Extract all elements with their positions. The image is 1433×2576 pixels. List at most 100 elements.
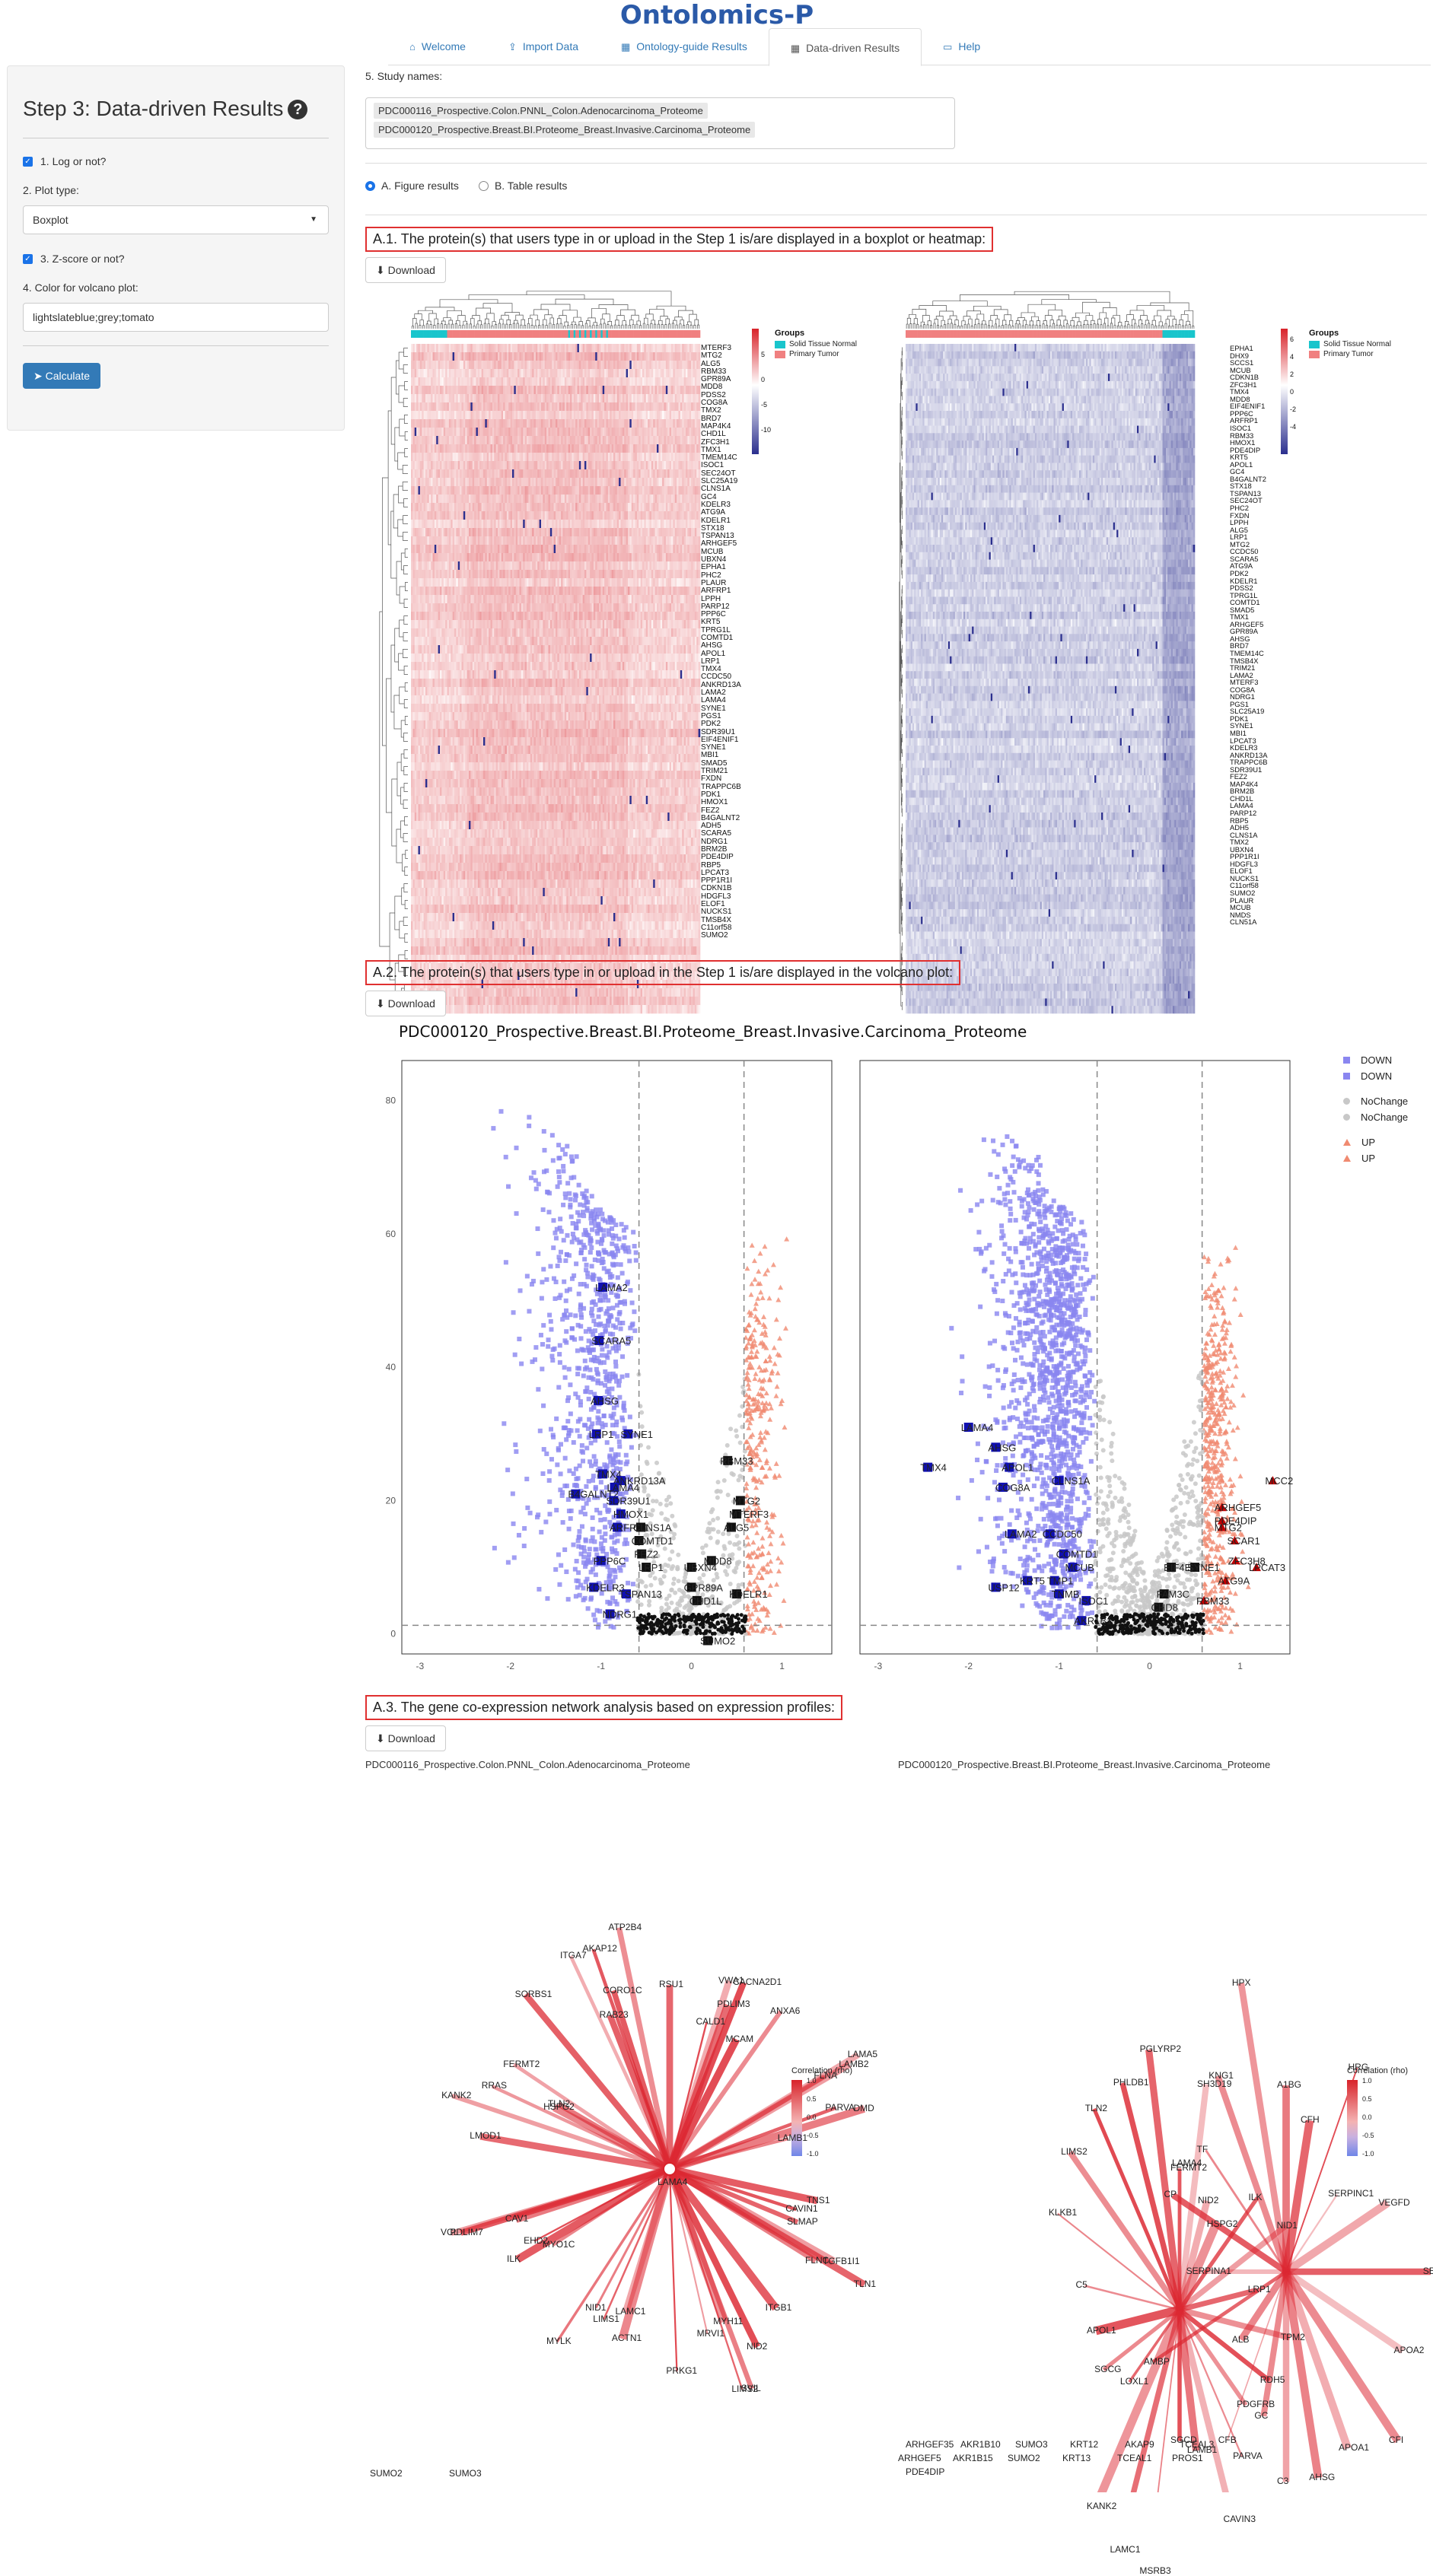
- radio-figure-results[interactable]: A. Figure results: [365, 180, 459, 192]
- color-input[interactable]: lightslateblue;grey;tomato: [23, 303, 329, 332]
- x-tick: 1: [779, 1661, 785, 1671]
- network-node-label: PDGFRB: [1237, 2399, 1275, 2409]
- plot-type-select[interactable]: Boxplot▼: [23, 205, 329, 234]
- study-tag[interactable]: PDC000116_Prospective.Colon.PNNL_Colon.A…: [374, 103, 708, 119]
- group-bar-cell: [682, 330, 684, 338]
- network-node-label: KNG1: [1208, 2070, 1234, 2081]
- caret-down-icon: ▼: [310, 206, 317, 234]
- sidebar-title: Step 3: Data-driven Results?: [23, 97, 329, 121]
- calculate-label: Calculate: [46, 370, 90, 382]
- group-bar-cell: [552, 330, 554, 338]
- group-bar-cell: [579, 330, 581, 338]
- group-bar-cell: [483, 330, 486, 338]
- checkbox-log[interactable]: ✓: [23, 157, 33, 167]
- group-bar-cell: [958, 330, 960, 338]
- study-tag[interactable]: PDC000120_Prospective.Breast.BI.Proteome…: [374, 122, 755, 138]
- tab-help[interactable]: ▭Help: [922, 27, 1002, 65]
- download-button-a1[interactable]: ⬇ Download: [365, 257, 446, 283]
- radio-figure-label: A. Figure results: [381, 180, 459, 192]
- network-node-label: PARVA: [1233, 2450, 1263, 2461]
- network-node-label: CAVIN1: [785, 2203, 817, 2214]
- group-bar-cell: [559, 330, 562, 338]
- group-bar-cell: [436, 330, 438, 338]
- group-bar-cell: [478, 330, 480, 338]
- group-bar-cell: [463, 330, 466, 338]
- network-node-label: A1BG: [1277, 2079, 1301, 2090]
- volcano-gene-label: KRT5: [1020, 1576, 1045, 1587]
- x-tick: 0: [1147, 1661, 1152, 1671]
- zscore-checkbox-row[interactable]: ✓3. Z-score or not?: [23, 253, 329, 265]
- group-bar-cell: [485, 330, 487, 338]
- gene-label: HMOX1: [701, 799, 741, 806]
- network-node-label: ITGB1: [766, 2302, 792, 2313]
- tick: -4: [1290, 423, 1296, 431]
- sidebar-panel: Step 3: Data-driven Results? ✓1. Log or …: [7, 65, 345, 431]
- group-bar-cell: [1161, 330, 1163, 338]
- network-node-label: RSU1: [659, 1979, 683, 1989]
- group-bar-cell: [498, 330, 500, 338]
- network-node-label: SUMO2: [1008, 2453, 1040, 2463]
- group-bar-cell: [425, 330, 428, 338]
- group-bar-cell: [1103, 330, 1105, 338]
- gene-label: PDK2: [701, 720, 741, 728]
- help-circle-icon[interactable]: ?: [288, 100, 307, 119]
- group-bar-cell: [909, 330, 911, 338]
- group-bar-cell: [574, 330, 576, 338]
- volcano-gene-label: CHD1L: [689, 1595, 722, 1607]
- group-bar-cell: [467, 330, 470, 338]
- group-bar-cell: [980, 330, 982, 338]
- group-bar-cell: [1057, 330, 1059, 338]
- study-names-input[interactable]: PDC000116_Prospective.Colon.PNNL_Colon.A…: [365, 97, 955, 149]
- group-bar-cell: [973, 330, 976, 338]
- network-node-label: RDH5: [1260, 2374, 1285, 2385]
- network-node-label: LAMC1: [1110, 2544, 1141, 2555]
- swatch-normal: [1309, 341, 1320, 348]
- group-bar-cell: [966, 330, 969, 338]
- network-node-label: SUMO3: [449, 2468, 482, 2479]
- network-node-label: GC: [1254, 2410, 1268, 2421]
- group-bar-cell: [621, 330, 623, 338]
- group-bar-cell: [447, 330, 450, 338]
- group-bar-cell: [1040, 330, 1043, 338]
- group-bar-cell: [568, 330, 571, 338]
- group-bar-cell: [679, 330, 681, 338]
- radio-dot[interactable]: [365, 181, 375, 191]
- tick: -10: [761, 426, 771, 434]
- download-button-a3[interactable]: ⬇ Download: [365, 1725, 446, 1751]
- tab-import-data[interactable]: ⇪Import Data: [487, 27, 600, 65]
- radio-dot[interactable]: [479, 181, 489, 191]
- group-bar-cell: [696, 330, 699, 338]
- group-bar-cell: [520, 330, 522, 338]
- tab-ontology-guide-results[interactable]: ▦Ontology-guide Results: [600, 27, 769, 65]
- group-bar-cell: [623, 330, 625, 338]
- group-bar-cell: [470, 330, 473, 338]
- group-bar-cell: [412, 330, 415, 338]
- network-node-label: KANK2: [1087, 2501, 1116, 2511]
- download-button-a2[interactable]: ⬇ Download: [365, 991, 446, 1016]
- network-node-label: HSPG2: [543, 2101, 575, 2112]
- group-bar-cell: [658, 330, 661, 338]
- group-bar-cell: [1123, 330, 1126, 338]
- dendrogram: [900, 348, 903, 1010]
- group-bar-cell: [1001, 330, 1003, 338]
- tab-welcome[interactable]: ⌂Welcome: [388, 27, 487, 65]
- group-bar-cell: [686, 330, 688, 338]
- network-node-label: ARHGEF5: [898, 2453, 941, 2463]
- radio-table-results[interactable]: B. Table results: [479, 180, 567, 192]
- group-bar-cell: [931, 330, 934, 338]
- group-bar-cell: [512, 330, 514, 338]
- tab-data-driven-results[interactable]: ▦Data-driven Results: [769, 28, 922, 66]
- group-bar-cell: [431, 330, 433, 338]
- group-bar-cell: [1156, 330, 1158, 338]
- network-node-label: KLKB1: [1049, 2207, 1077, 2218]
- group-bar-cell: [657, 330, 659, 338]
- group-bar-cell: [1069, 330, 1072, 338]
- calculate-button[interactable]: ➤ Calculate: [23, 363, 100, 389]
- dendrogram: [380, 348, 408, 1010]
- group-bar-cell: [947, 330, 949, 338]
- checkbox-zscore[interactable]: ✓: [23, 254, 33, 264]
- y-tick: 0: [390, 1629, 396, 1639]
- group-bar-cell: [687, 330, 689, 338]
- log-checkbox-row[interactable]: ✓1. Log or not?: [23, 155, 329, 167]
